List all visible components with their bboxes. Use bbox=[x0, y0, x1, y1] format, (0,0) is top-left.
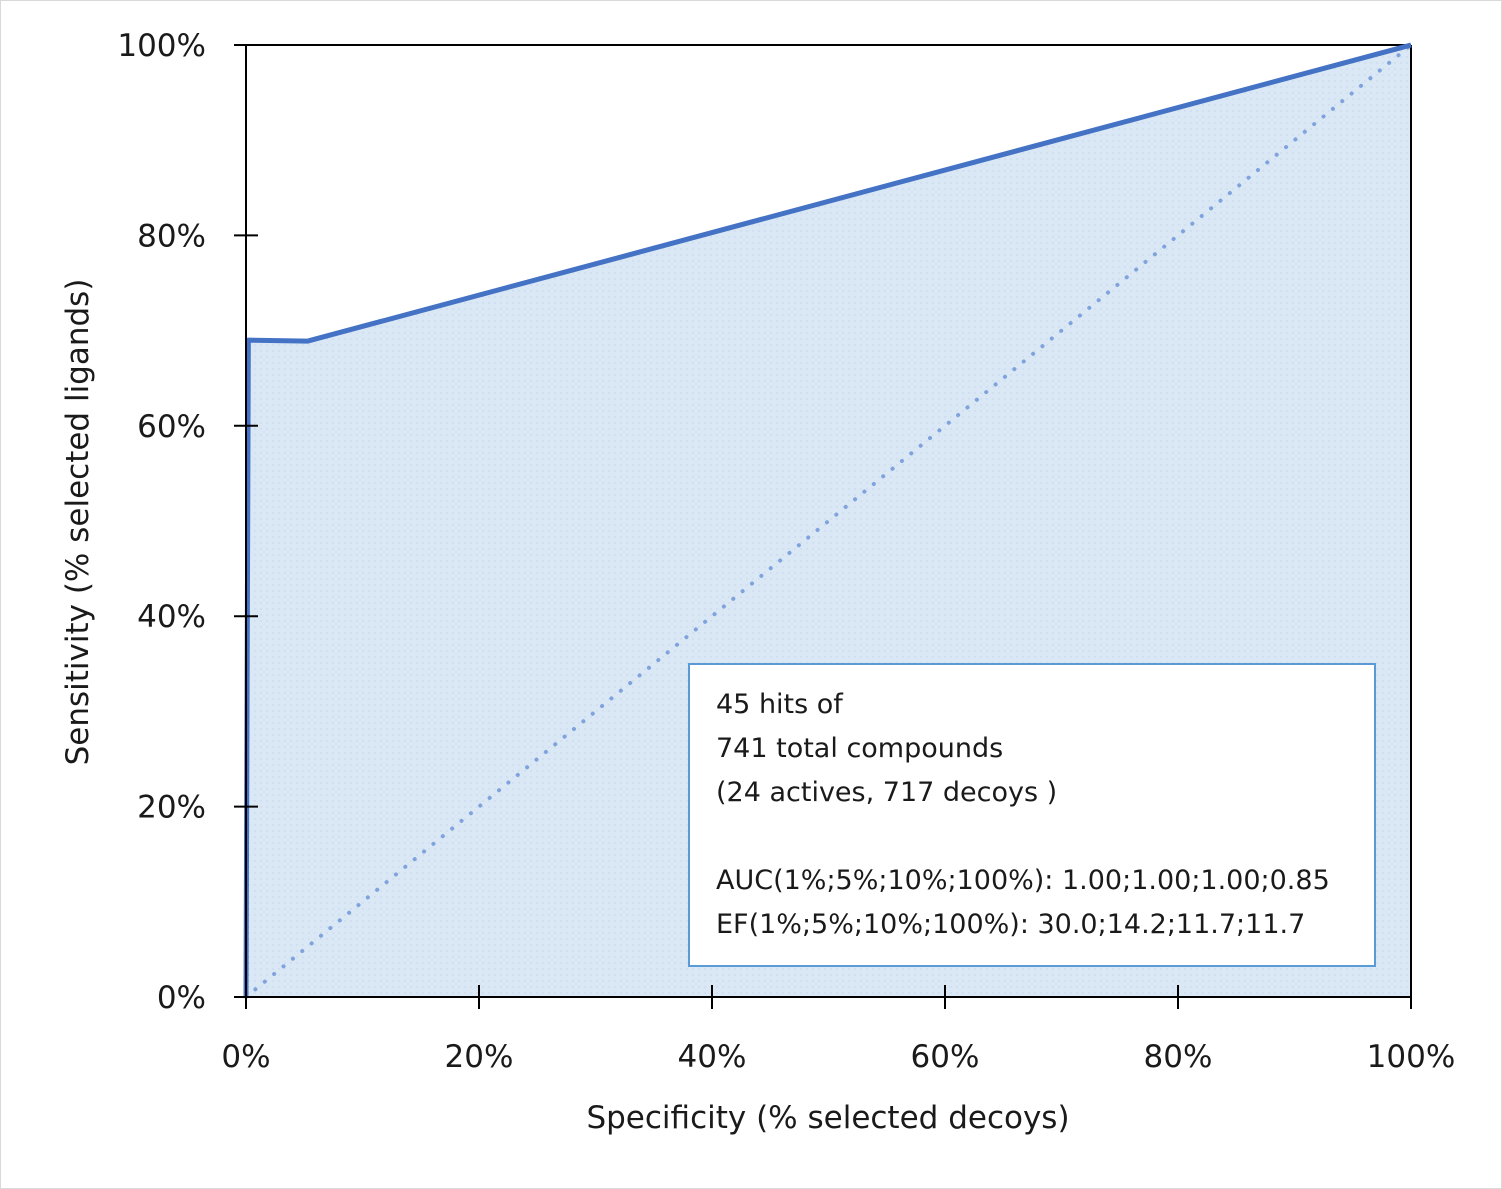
x-tick-label: 20% bbox=[445, 1039, 514, 1075]
x-tick-label: 60% bbox=[911, 1039, 980, 1075]
diagonal-reference-line bbox=[244, 43, 1413, 999]
x-axis-title: Specificity (% selected decoys) bbox=[586, 1100, 1069, 1136]
x-tick-label: 80% bbox=[1144, 1039, 1213, 1075]
y-tick-label: 100% bbox=[117, 28, 206, 64]
stats-line-ef: EF(1%;5%;10%;100%): 30.0;14.2;11.7;11.7 bbox=[716, 909, 1306, 940]
stats-line-breakdown: (24 actives, 717 decoys ) bbox=[716, 777, 1058, 808]
y-axis-title: Sensitivity (% selected ligands) bbox=[60, 279, 96, 766]
stats-line-auc: AUC(1%;5%;10%;100%): 1.00;1.00;1.00;0.85 bbox=[716, 865, 1330, 896]
x-tick-label: 0% bbox=[221, 1039, 270, 1075]
y-tick-label: 80% bbox=[137, 218, 206, 254]
stats-line-total: 741 total compounds bbox=[716, 733, 1004, 764]
y-tick-label: 60% bbox=[137, 409, 206, 445]
stats-annotation-box: 45 hits of 741 total compounds (24 activ… bbox=[688, 663, 1376, 967]
y-tick-label: 20% bbox=[137, 790, 206, 826]
y-tick-label: 0% bbox=[157, 980, 206, 1016]
y-tick-label: 40% bbox=[137, 599, 206, 635]
x-tick-label: 100% bbox=[1367, 1039, 1456, 1075]
roc-curve-line bbox=[243, 42, 1412, 998]
stats-spacer bbox=[716, 815, 1374, 859]
stats-line-hits: 45 hits of bbox=[716, 689, 843, 720]
x-tick-label: 40% bbox=[678, 1039, 747, 1075]
